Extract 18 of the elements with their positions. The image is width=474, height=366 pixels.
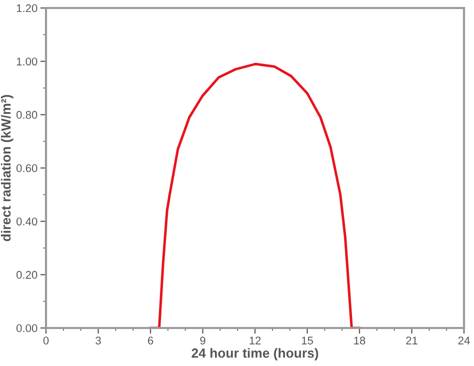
y-tick-label: 0.20 — [16, 270, 38, 279]
x-tick-label: 6 — [148, 336, 154, 344]
y-tick-label: 1.20 — [16, 4, 38, 12]
x-tick-label: 15 — [302, 336, 313, 344]
y-tick-label: 0.40 — [16, 218, 38, 226]
x-tick-label: 18 — [354, 336, 366, 344]
x-tick-label: 0 — [43, 336, 49, 344]
y-tick-label: 1.00 — [16, 58, 38, 66]
x-axis-title: 24 hour time (hours) — [192, 348, 318, 360]
x-tick-label: 12 — [250, 336, 261, 344]
y-axis-title: direct radiation (kW/m²) — [0, 94, 14, 242]
y-tick-label: 0.60 — [16, 164, 38, 172]
x-tick-label: 9 — [200, 336, 206, 344]
x-tick-label: 3 — [96, 336, 101, 344]
y-tick-label: 0.00 — [16, 324, 38, 332]
x-tick-label: 21 — [406, 336, 418, 344]
x-tick-label: 24 — [458, 336, 470, 344]
y-tick-label: 0.80 — [16, 110, 38, 119]
